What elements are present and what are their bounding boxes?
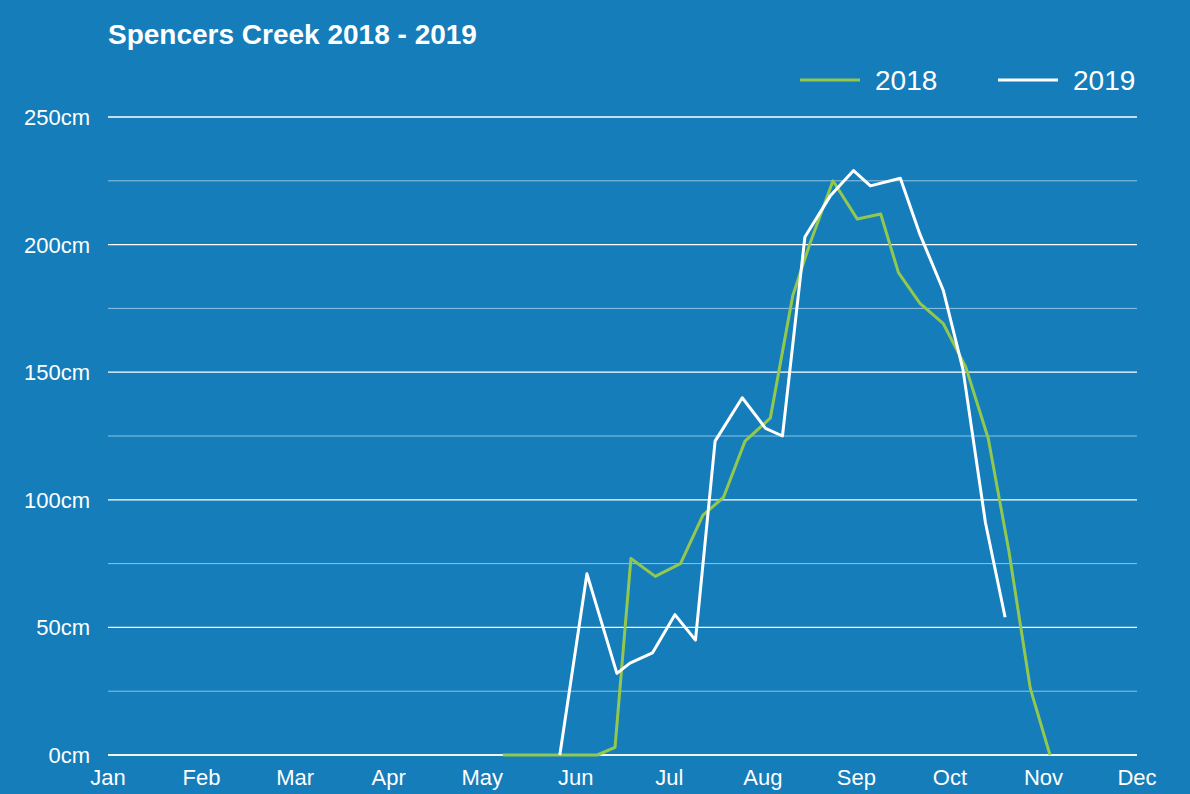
series-line [560, 171, 1005, 755]
grid-line [108, 754, 1137, 755]
x-tick-label: Oct [933, 765, 967, 790]
x-tick-label: Nov [1024, 765, 1063, 790]
series-line [503, 181, 1050, 755]
legend-swatch [800, 79, 860, 82]
y-tick-label: 50cm [36, 615, 90, 640]
x-axis-line [108, 754, 1137, 755]
x-tick-label: Feb [183, 765, 221, 790]
x-tick-label: Mar [276, 765, 314, 790]
y-tick-label: 150cm [24, 360, 90, 385]
y-tick-label: 200cm [24, 233, 90, 258]
background [0, 0, 1190, 794]
minor-grid-line [108, 180, 1137, 181]
series-group [503, 171, 1050, 755]
title: Spencers Creek 2018 - 2019 [108, 19, 477, 50]
grid-line [108, 627, 1137, 628]
minor-grid-line [108, 436, 1137, 437]
grid-line [108, 116, 1137, 117]
y-tick-label: 250cm [24, 105, 90, 130]
legend-swatch [998, 79, 1058, 82]
y-tick-label: 100cm [24, 488, 90, 513]
x-tick-label: Apr [372, 765, 406, 790]
x-tick-label: Sep [837, 765, 876, 790]
minor-grid-line [108, 691, 1137, 692]
legend-label: 2018 [875, 65, 937, 96]
x-tick-label: Dec [1117, 765, 1156, 790]
grid-line [108, 244, 1137, 245]
x-tick-label: Aug [743, 765, 782, 790]
x-tick-label: Jan [90, 765, 125, 790]
chart: Spencers Creek 2018 - 2019 0cm 50cm 100cm 15… [0, 0, 1190, 794]
x-tick-label: Jul [655, 765, 683, 790]
legend-label: 2019 [1073, 65, 1135, 96]
y-tick-label: 0cm [48, 743, 90, 768]
grid-line [108, 372, 1137, 373]
x-tick-label: Jun [558, 765, 593, 790]
minor-grid-line [108, 563, 1137, 564]
minor-grid-line [108, 308, 1137, 309]
x-tick-label: May [461, 765, 503, 790]
